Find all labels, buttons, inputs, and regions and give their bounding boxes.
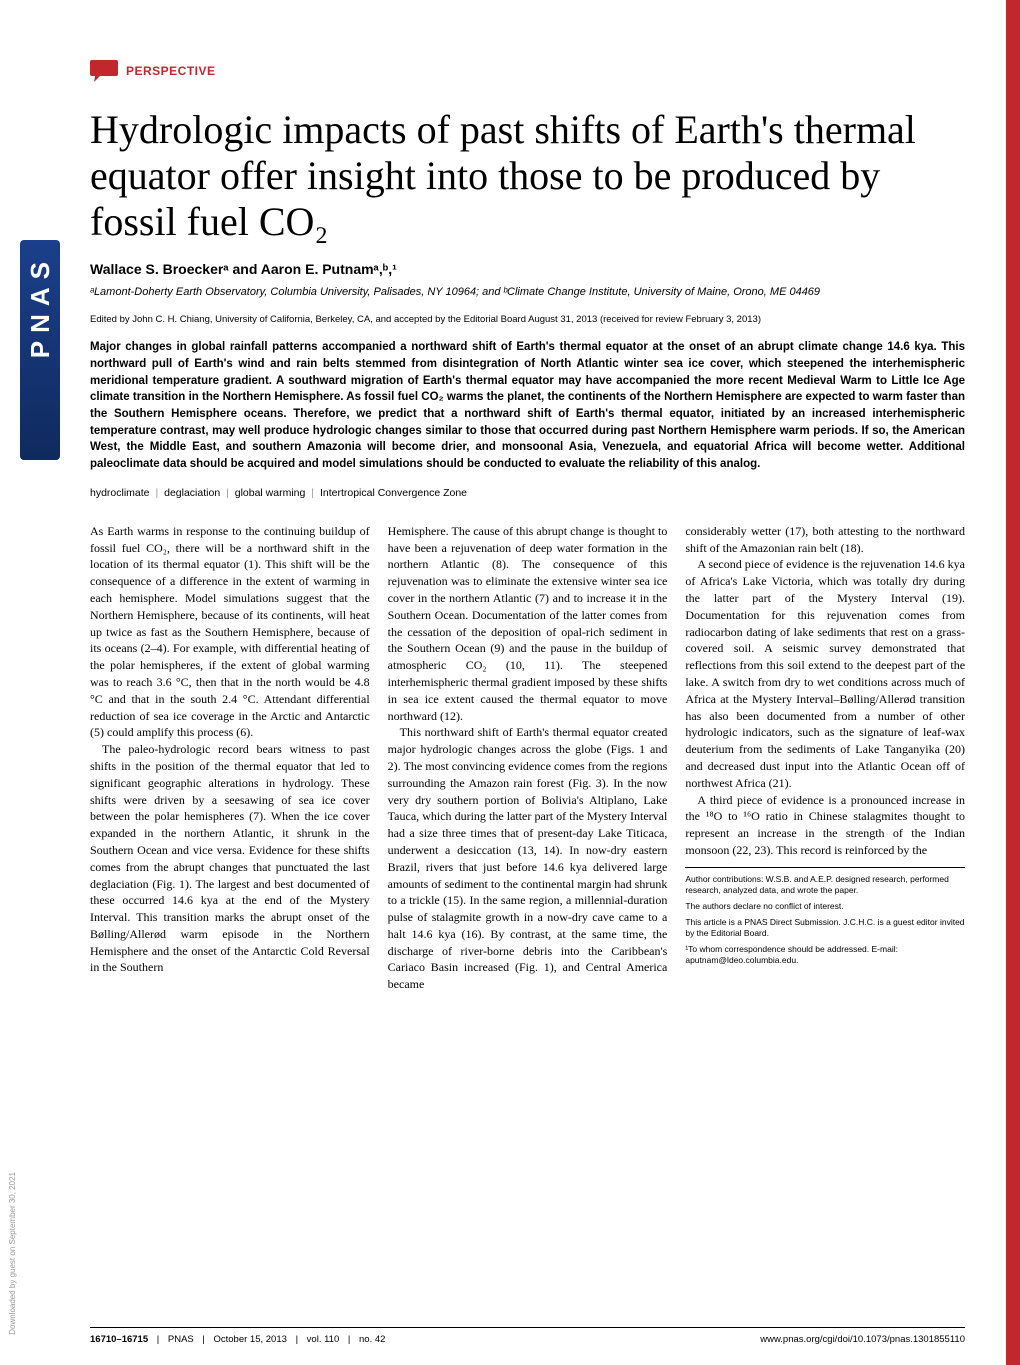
section-header: PERSPECTIVE	[90, 60, 965, 82]
download-watermark: Downloaded by guest on September 30, 202…	[8, 1172, 17, 1335]
right-color-stripe	[1006, 0, 1020, 1365]
paragraph: This northward shift of Earth's thermal …	[388, 724, 668, 993]
section-label: PERSPECTIVE	[126, 64, 216, 78]
footnote-correspondence: ¹To whom correspondence should be addres…	[685, 944, 965, 966]
column-3: considerably wetter (17), both attesting…	[685, 523, 965, 993]
abstract: Major changes in global rainfall pattern…	[90, 339, 965, 472]
keyword: global warming	[235, 487, 306, 499]
keyword: Intertropical Convergence Zone	[320, 487, 467, 499]
paragraph: A second piece of evidence is the rejuve…	[685, 556, 965, 791]
footer-journal: PNAS	[168, 1334, 194, 1345]
paragraph: The paleo-hydrologic record bears witnes…	[90, 741, 370, 976]
speech-bubble-icon	[90, 60, 118, 82]
keyword: hydroclimate	[90, 487, 150, 499]
column-2: Hemisphere. The cause of this abrupt cha…	[388, 523, 668, 993]
pnas-sidebar-logo: PNAS	[20, 240, 60, 460]
body-columns: As Earth warms in response to the contin…	[90, 523, 965, 993]
footer-left: 16710–16715 | PNAS | October 15, 2013 | …	[90, 1334, 385, 1345]
edited-by: Edited by John C. H. Chiang, University …	[90, 314, 965, 325]
article-title: Hydrologic impacts of past shifts of Ear…	[90, 107, 965, 245]
footer-volume: vol. 110	[307, 1334, 340, 1345]
keyword-separator: |	[226, 487, 229, 499]
keyword-separator: |	[155, 487, 158, 499]
paragraph: A third piece of evidence is a pronounce…	[685, 792, 965, 859]
keywords: hydroclimate | deglaciation | global war…	[90, 487, 965, 499]
keyword-separator: |	[311, 487, 314, 499]
article-body: PERSPECTIVE Hydrologic impacts of past s…	[0, 0, 1020, 1023]
page-footer: 16710–16715 | PNAS | October 15, 2013 | …	[90, 1327, 965, 1345]
footnote-contributions: Author contributions: W.S.B. and A.E.P. …	[685, 874, 965, 896]
keyword: deglaciation	[164, 487, 220, 499]
footer-date: October 15, 2013	[214, 1334, 287, 1345]
footer-doi: www.pnas.org/cgi/doi/10.1073/pnas.130185…	[760, 1334, 965, 1345]
footnote-conflict: The authors declare no conflict of inter…	[685, 901, 965, 912]
footer-issue: no. 42	[359, 1334, 385, 1345]
page-range: 16710–16715	[90, 1334, 148, 1345]
pnas-logo-text: PNAS	[20, 240, 61, 372]
authors: Wallace S. Broeckerᵃ and Aaron E. Putnam…	[90, 261, 965, 277]
footnote-submission: This article is a PNAS Direct Submission…	[685, 917, 965, 939]
affiliations: ᵃLamont-Doherty Earth Observatory, Colum…	[90, 285, 965, 300]
paragraph: Hemisphere. The cause of this abrupt cha…	[388, 523, 668, 725]
column-1: As Earth warms in response to the contin…	[90, 523, 370, 993]
paragraph: considerably wetter (17), both attesting…	[685, 523, 965, 557]
paragraph: As Earth warms in response to the contin…	[90, 523, 370, 741]
footnotes: Author contributions: W.S.B. and A.E.P. …	[685, 867, 965, 966]
